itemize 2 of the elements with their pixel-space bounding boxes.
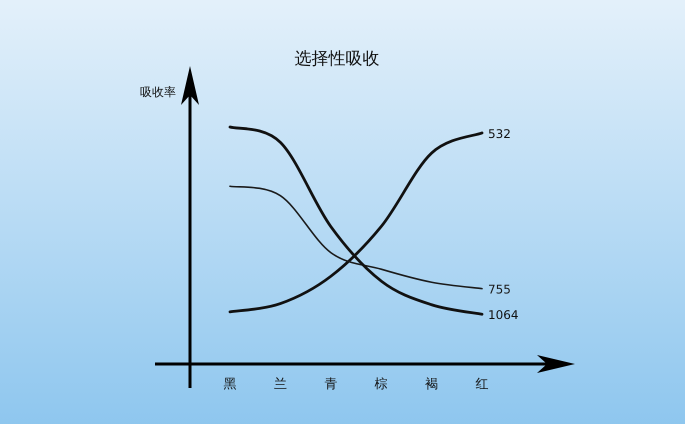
ylabel: 吸收率: [140, 85, 176, 99]
title: 选择性吸收: [294, 49, 380, 69]
